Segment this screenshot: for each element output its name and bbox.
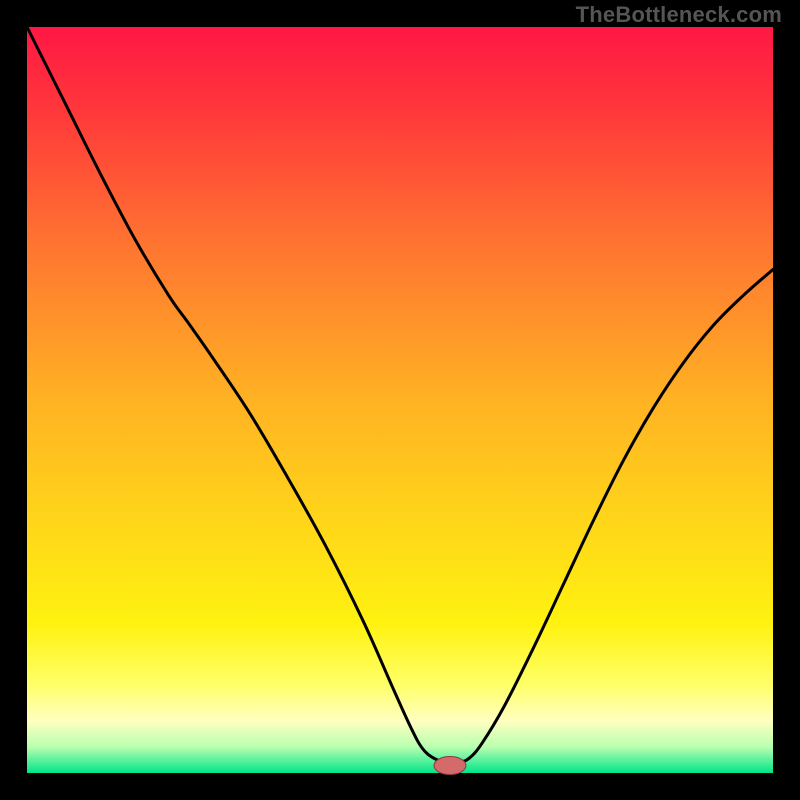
chart-container: TheBottleneck.com bbox=[0, 0, 800, 800]
optimum-marker bbox=[434, 757, 466, 775]
plot-background bbox=[27, 27, 773, 773]
watermark-label: TheBottleneck.com bbox=[576, 2, 782, 28]
bottleneck-chart bbox=[0, 0, 800, 800]
